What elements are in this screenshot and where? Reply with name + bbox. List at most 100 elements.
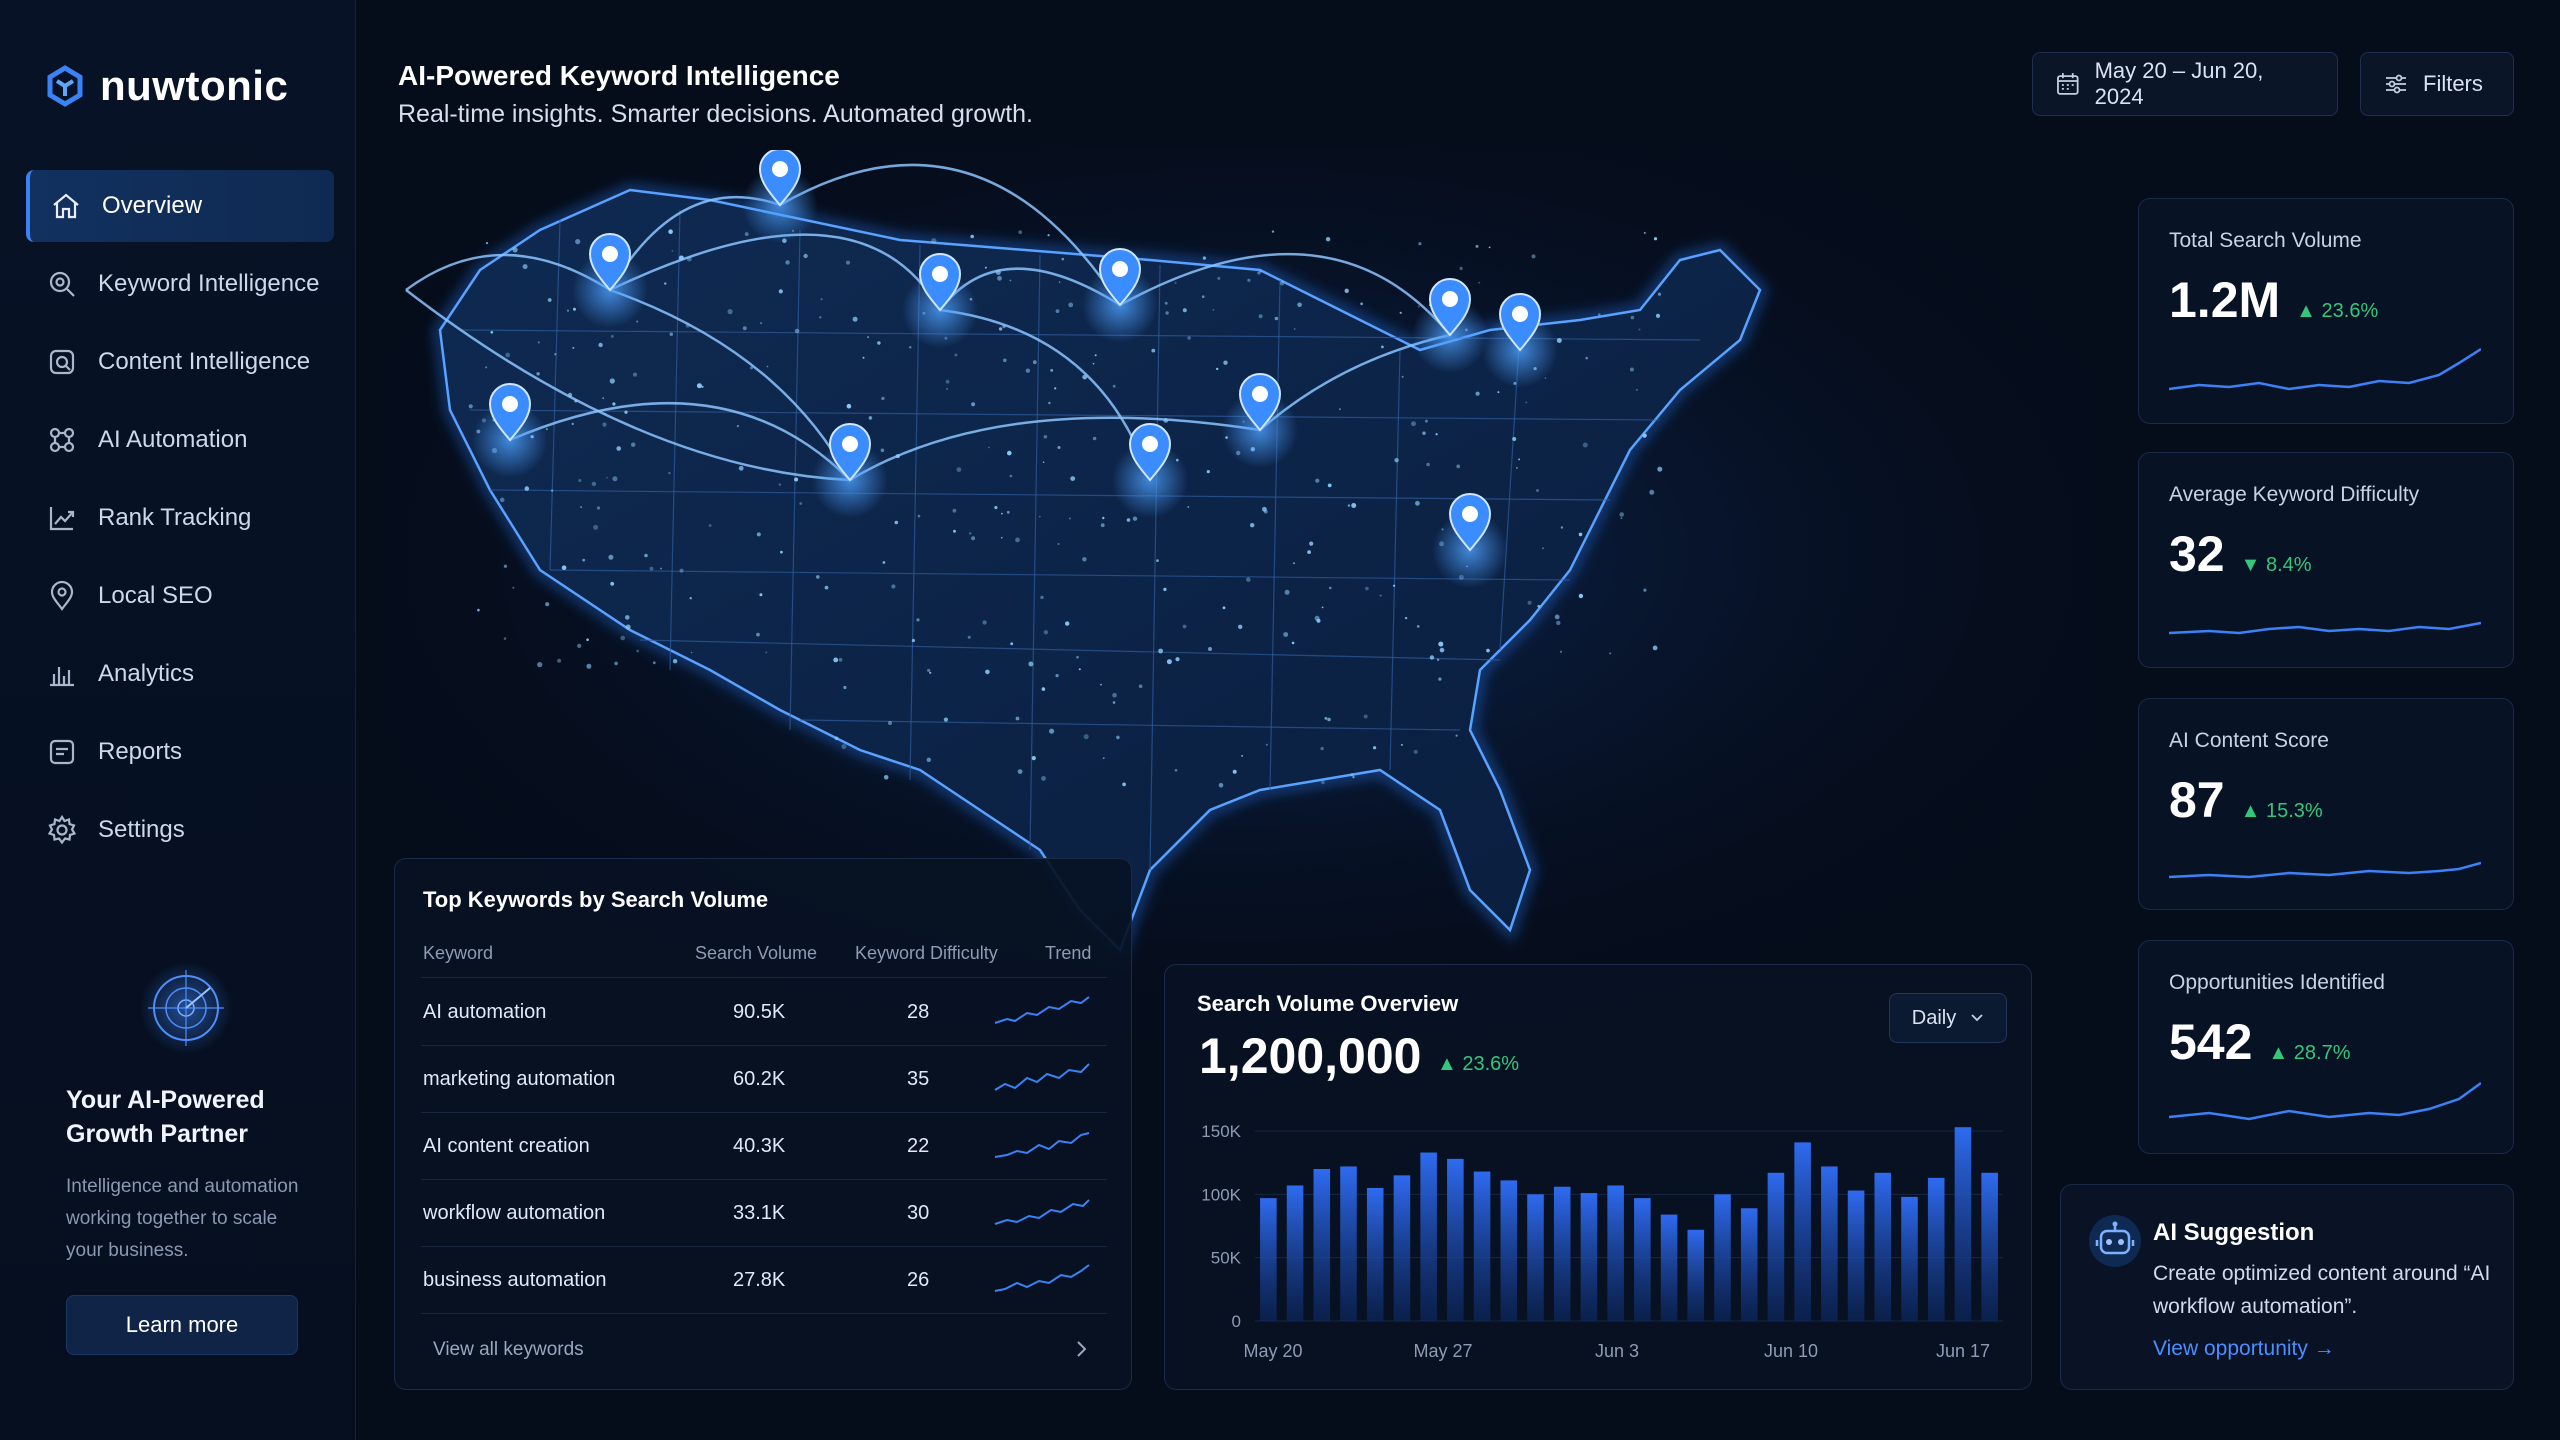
map-pin-icon[interactable] — [1482, 293, 1558, 388]
keyword-cell: AI content creation — [423, 1135, 590, 1157]
metric-value: 542 — [2169, 1014, 2253, 1070]
volume-delta: ▲ 23.6% — [1437, 1053, 1520, 1075]
bar[interactable] — [1794, 1142, 1811, 1321]
bar[interactable] — [1313, 1169, 1331, 1321]
bar[interactable] — [1420, 1152, 1437, 1321]
y-tick-label: 150K — [1201, 1122, 1241, 1141]
difficulty-cell: 30 — [907, 1202, 930, 1224]
sidebar-item-ai-automation[interactable]: AI Automation — [26, 404, 334, 476]
difficulty-cell: 22 — [907, 1135, 930, 1157]
bar[interactable] — [1660, 1214, 1678, 1321]
bar[interactable] — [1714, 1194, 1731, 1321]
sidebar-item-local-seo[interactable]: Local SEO — [26, 560, 334, 632]
metric-card-opportunities-identified[interactable]: Opportunities Identified 542 ▲ 28.7% — [2138, 940, 2514, 1154]
volume-total: 1,200,000 — [1199, 1028, 1422, 1084]
bar[interactable] — [1981, 1172, 1998, 1321]
map-pin-icon[interactable] — [1112, 423, 1188, 518]
partner-description: Intelligence and automation working toge… — [66, 1176, 299, 1261]
table-row[interactable]: marketing automation 60.2K 35 — [421, 1046, 1107, 1113]
filters-button[interactable]: Filters — [2360, 52, 2514, 116]
map-pin-icon[interactable] — [812, 423, 888, 518]
trend-sparkline — [994, 1063, 1090, 1091]
bar[interactable] — [1927, 1177, 1945, 1321]
rank-chart-icon — [49, 507, 75, 531]
sidebar-item-overview[interactable]: Overview — [26, 170, 334, 242]
map-pin-icon[interactable] — [1082, 248, 1158, 343]
bar[interactable] — [1634, 1198, 1651, 1321]
map-pin-icon[interactable] — [902, 253, 978, 348]
top-keywords-panel: Top Keywords by Search Volume Keyword Se… — [394, 858, 1132, 1390]
metric-card-total-search-volume[interactable]: Total Search Volume 1.2M ▲ 23.6% — [2138, 198, 2514, 424]
map-pin-icon[interactable] — [1222, 373, 1298, 468]
volume-cell: 60.2K — [733, 1068, 786, 1090]
sidebar-item-content-intelligence[interactable]: Content Intelligence — [26, 326, 334, 398]
sidebar-nav: Overview Keyword Intelligence Content In… — [26, 170, 334, 872]
sidebar-item-settings[interactable]: Settings — [26, 794, 334, 866]
bar[interactable] — [1393, 1175, 1411, 1321]
x-tick-label: Jun 3 — [1595, 1341, 1639, 1361]
bar[interactable] — [1340, 1166, 1357, 1321]
bar[interactable] — [1500, 1180, 1518, 1321]
bar[interactable] — [1286, 1185, 1304, 1321]
granularity-select[interactable]: Daily — [1889, 993, 2007, 1043]
map-pin-icon[interactable] — [742, 150, 818, 243]
sidebar-item-keyword-intelligence[interactable]: Keyword Intelligence — [26, 248, 334, 320]
sparkline — [2169, 621, 2481, 635]
bar[interactable] — [1527, 1194, 1544, 1321]
sparkline — [2169, 1081, 2481, 1121]
bar[interactable] — [1580, 1193, 1598, 1321]
bar[interactable] — [1767, 1172, 1785, 1321]
bar[interactable] — [1847, 1190, 1865, 1321]
table-row[interactable]: business automation 27.8K 26 — [421, 1247, 1107, 1314]
logo[interactable]: nuwtonic — [44, 62, 288, 110]
column-header: Search Volume — [695, 943, 818, 963]
metric-card-average-keyword-difficulty[interactable]: Average Keyword Difficulty 32 ▼ 8.4% — [2138, 452, 2514, 668]
bar[interactable] — [1473, 1171, 1491, 1321]
bar[interactable] — [1687, 1229, 1705, 1321]
bar[interactable] — [1901, 1196, 1918, 1321]
bar[interactable] — [1607, 1185, 1624, 1321]
page-subtitle: Real-time insights. Smarter decisions. A… — [398, 100, 1033, 128]
metric-value: 87 — [2169, 772, 2225, 828]
chevron-right-icon[interactable] — [1071, 1337, 1091, 1361]
keyword-cell: workflow automation — [423, 1202, 606, 1224]
x-tick-label: Jun 10 — [1764, 1341, 1818, 1361]
bar[interactable] — [1366, 1188, 1384, 1321]
keyword-cell: business automation — [423, 1269, 607, 1291]
chevron-down-icon — [1971, 1014, 1983, 1022]
app-name: nuwtonic — [100, 62, 289, 109]
sidebar-item-analytics[interactable]: Analytics — [26, 638, 334, 710]
page-title: AI-Powered Keyword Intelligence — [398, 60, 840, 91]
bar[interactable] — [1740, 1208, 1758, 1321]
keyword-cell: marketing automation — [423, 1068, 616, 1090]
trend-sparkline — [994, 1132, 1090, 1158]
search-volume-overview-panel: Search Volume Overview 1,200,000 ▲ 23.6%… — [1164, 964, 2032, 1390]
view-all-keywords-link[interactable]: View all keywords — [433, 1339, 584, 1360]
logo-icon — [47, 65, 83, 107]
sidebar-item-reports[interactable]: Reports — [26, 716, 334, 788]
map-pin-icon[interactable] — [472, 383, 548, 478]
bar[interactable] — [1260, 1198, 1277, 1321]
difficulty-cell: 26 — [907, 1269, 930, 1291]
sidebar-item-rank-tracking[interactable]: Rank Tracking — [26, 482, 334, 554]
map-pin-icon[interactable] — [572, 233, 648, 328]
learn-more-button[interactable]: Learn more — [66, 1295, 298, 1355]
metric-card-ai-content-score[interactable]: AI Content Score 87 ▲ 15.3% — [2138, 698, 2514, 910]
table-row[interactable]: workflow automation 33.1K 30 — [421, 1180, 1107, 1247]
view-opportunity-link[interactable]: View opportunity → — [2153, 1337, 2335, 1360]
trend-sparkline — [994, 996, 1090, 1024]
content-icon — [49, 349, 75, 375]
bar[interactable] — [1553, 1186, 1571, 1321]
table-row[interactable]: AI content creation 40.3K 22 — [421, 1113, 1107, 1180]
sidebar-item-label: Local SEO — [98, 582, 213, 609]
filters-label: Filters — [2423, 71, 2483, 96]
table-row[interactable]: AI automation 90.5K 28 — [421, 979, 1107, 1046]
bar[interactable] — [1874, 1172, 1892, 1321]
bar[interactable] — [1447, 1158, 1464, 1321]
bar[interactable] — [1821, 1166, 1838, 1321]
map-pin-icon[interactable] — [1412, 278, 1488, 373]
date-range-button[interactable]: May 20 – Jun 20, 2024 — [2032, 52, 2338, 116]
bar[interactable] — [1954, 1127, 1972, 1321]
sidebar-item-label: Reports — [98, 738, 183, 765]
map-pin-icon[interactable] — [1432, 493, 1508, 588]
